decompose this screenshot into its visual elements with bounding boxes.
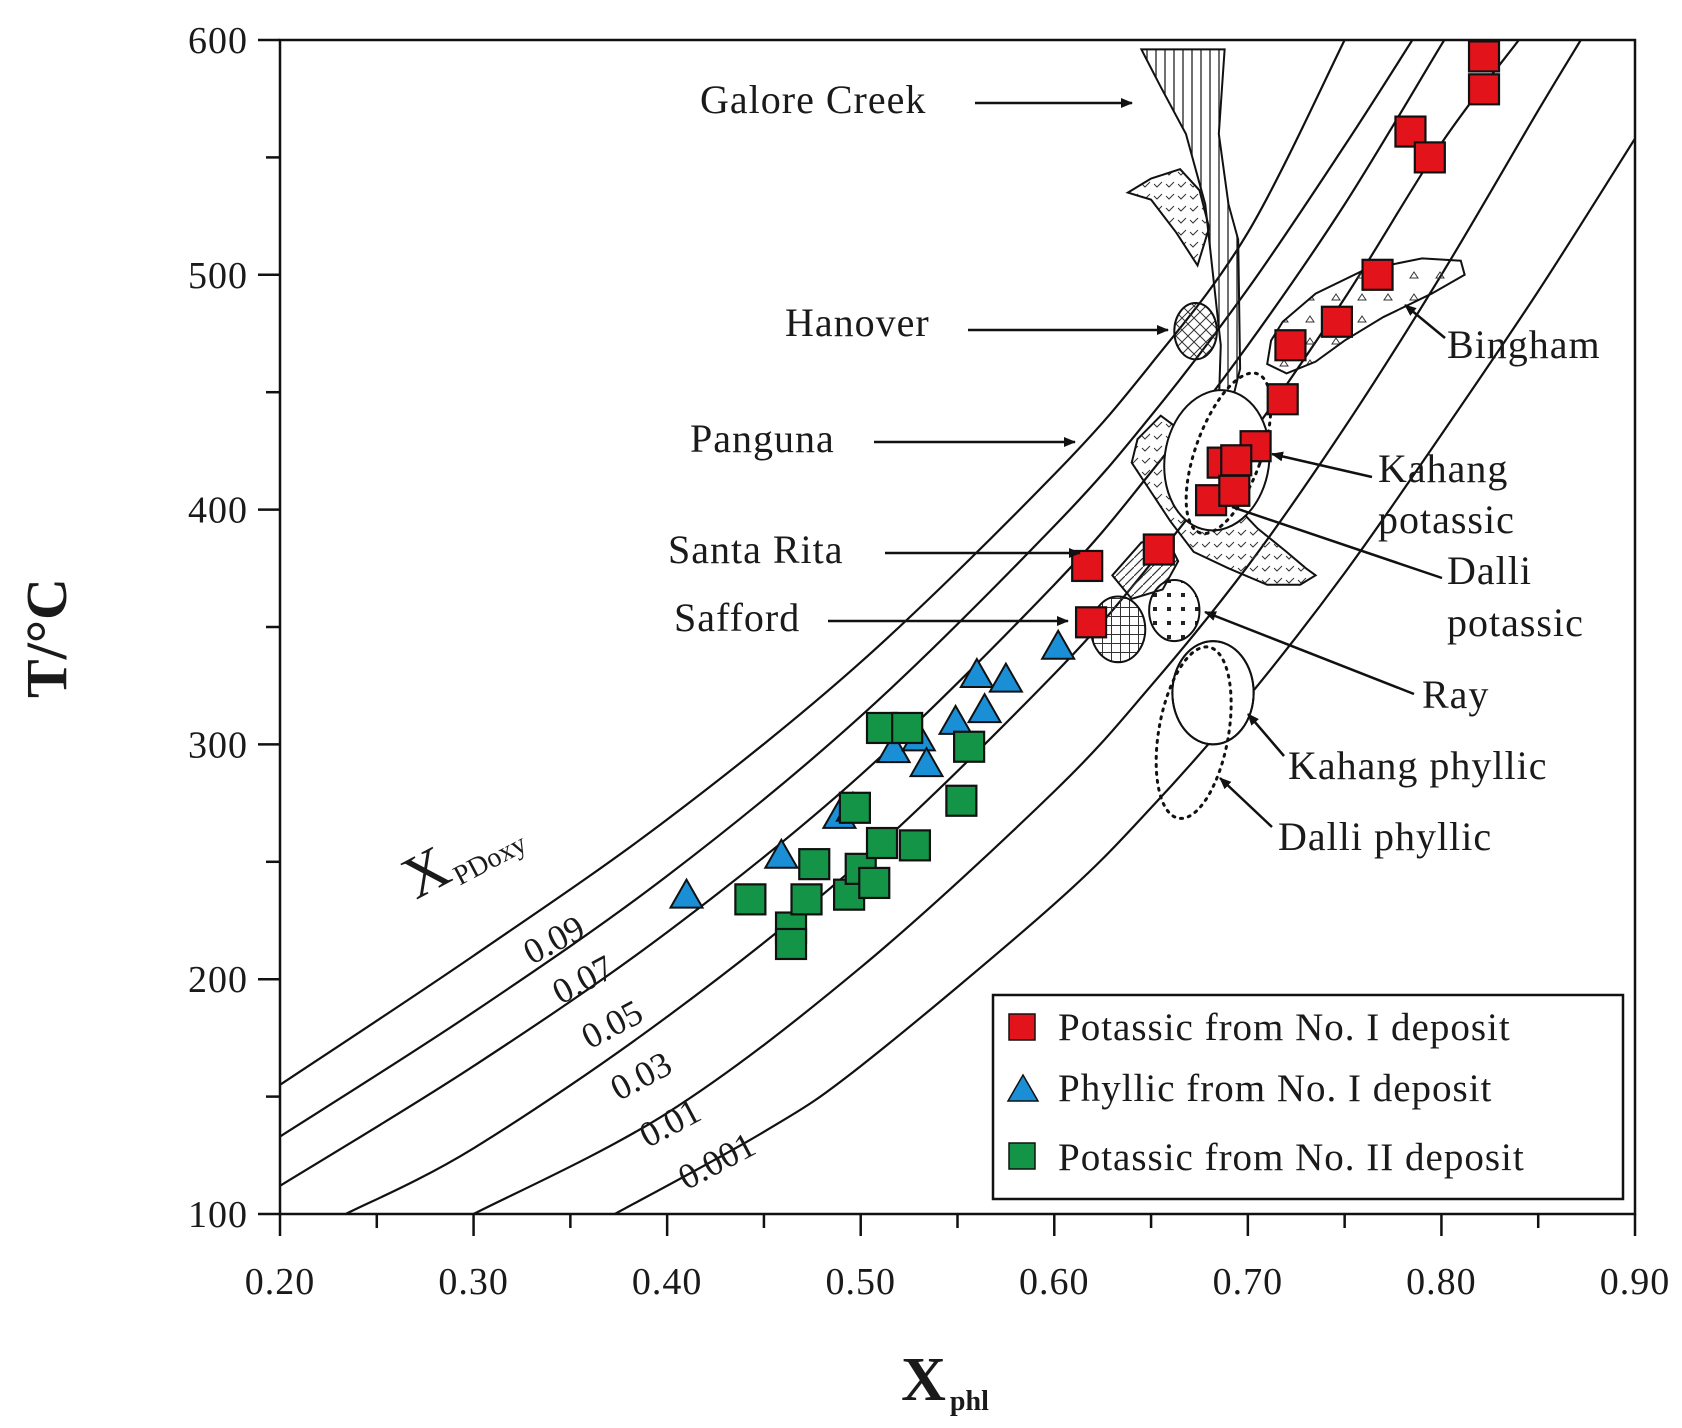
point-series0-10: [1220, 444, 1253, 477]
point-series0-14: [1071, 549, 1104, 583]
point-series1-8: [959, 656, 995, 688]
point-series2-14: [953, 730, 986, 763]
point-series0-1: [1467, 73, 1501, 106]
region-hanover: [1173, 301, 1218, 361]
region-galore-wing: [1125, 167, 1211, 268]
point-series2-11: [891, 711, 924, 745]
point-series0-3: [1413, 141, 1446, 174]
label-safford: Safford: [674, 595, 800, 640]
isopleth-label: 0.03: [604, 1043, 678, 1108]
point-series1-6: [908, 746, 945, 778]
arrow-kahang-phyllic: [1247, 713, 1285, 757]
isopleth-label: 0.01: [633, 1090, 707, 1155]
label-panguna: Panguna: [690, 416, 835, 461]
x-tick-label: 0.80: [1406, 1261, 1477, 1303]
label-kahang-potassic-2: potassic: [1378, 497, 1515, 542]
data-points: [668, 40, 1501, 961]
label-dalli-potassic-2: potassic: [1447, 600, 1584, 645]
label-hanover: Hanover: [785, 300, 930, 345]
isopleth-curve-0.01: [473, 40, 1582, 1214]
point-series2-2: [774, 927, 808, 961]
point-series2-0: [734, 883, 767, 916]
arrow-bingham: [1404, 304, 1446, 339]
x-tick-label: 0.70: [1213, 1261, 1284, 1303]
region-dalli-phyllic: [1154, 645, 1233, 820]
deposit-regions: [1090, 48, 1466, 820]
x-tick-label: 0.60: [1019, 1261, 1090, 1303]
arrow-dalli-phyllic: [1219, 777, 1273, 828]
label-dalli-phyllic: Dalli phyllic: [1278, 814, 1492, 859]
label-ray: Ray: [1422, 672, 1489, 717]
point-series1-10: [988, 661, 1024, 693]
region-kahang-phyllic-outline: [1171, 640, 1255, 746]
axis-ticks: 0.20 0.30 0.40 0.50 0.60 0.70 0.80 0.90 100 200 30…: [188, 20, 1671, 1303]
point-series2-6: [838, 791, 872, 824]
legend-marker-potassic-1: [1008, 1013, 1036, 1041]
legend-box: [991, 993, 1625, 1201]
region-ray: [1148, 579, 1201, 643]
arrow-ray: [1204, 610, 1415, 696]
y-tick-label: 500: [188, 255, 248, 297]
x-tick-label: 0.40: [632, 1261, 703, 1303]
y-tick-label: 200: [188, 959, 248, 1001]
legend-label-potassic-2: Potassic from No. II deposit: [1058, 1136, 1525, 1179]
isopleth-curve-0.07: [280, 40, 1414, 1138]
y-tick-label: 300: [188, 724, 248, 766]
isopleth-curve-0.001: [614, 138, 1635, 1214]
point-series0-5: [1320, 305, 1354, 338]
y-tick-label: 600: [188, 20, 248, 62]
point-series0-12: [1218, 474, 1251, 507]
region-labels: Galore Creek Hanover Panguna Santa Rita …: [668, 77, 1601, 859]
point-series0-13: [1142, 533, 1175, 566]
point-series0-7: [1266, 383, 1299, 416]
legend-label-potassic-1: Potassic from No. I deposit: [1058, 1006, 1511, 1049]
x-tick-label: 0.90: [1600, 1261, 1671, 1303]
y-axis-title: T/°C: [14, 578, 79, 698]
point-series1-1: [763, 837, 800, 869]
region-arrows: [828, 98, 1446, 828]
isopleth-title: XPDoxy: [391, 795, 532, 913]
y-tick-label: 400: [188, 490, 248, 532]
label-bingham: Bingham: [1447, 322, 1601, 367]
point-series2-13: [945, 784, 978, 817]
point-series0-4: [1361, 258, 1394, 291]
isopleth-curve-0.03: [345, 40, 1520, 1214]
x-tick-label: 0.20: [245, 1261, 316, 1303]
legend-label-phyllic-1: Phyllic from No. I deposit: [1058, 1067, 1492, 1110]
point-series2-12: [898, 829, 932, 862]
point-series2-3: [790, 883, 823, 916]
x-tick-label: 0.50: [825, 1261, 896, 1303]
x-tick-label: 0.30: [438, 1261, 509, 1303]
label-kahang-phyllic: Kahang phyllic: [1288, 743, 1548, 788]
point-series1-4: [875, 732, 912, 764]
region-dalli-potassic: [1184, 371, 1273, 535]
point-series2-8: [858, 866, 891, 900]
point-series2-9: [865, 826, 899, 860]
arrow-dalli-potassic: [1231, 505, 1443, 580]
point-series1-7: [937, 703, 974, 735]
point-series1-11: [1040, 628, 1076, 660]
label-kahang-potassic-1: Kahang: [1378, 446, 1508, 491]
isopleth-label: 0.05: [575, 992, 649, 1057]
legend: Potassic from No. I deposit Phyllic from…: [991, 993, 1625, 1201]
y-tick-label: 100: [188, 1194, 248, 1236]
point-series0-0: [1467, 40, 1501, 73]
label-santa-rita: Santa Rita: [668, 527, 844, 572]
label-dalli-potassic-1: Dalli: [1447, 548, 1532, 593]
isopleth-curve-0.05: [280, 40, 1447, 1187]
point-series0-6: [1274, 329, 1307, 362]
point-series2-4: [798, 848, 831, 881]
point-series1-9: [966, 692, 1003, 724]
legend-marker-phyllic-1: [1006, 1073, 1040, 1102]
point-series1-0: [668, 877, 705, 909]
point-series0-15: [1074, 606, 1108, 639]
legend-marker-potassic-2: [1008, 1142, 1036, 1170]
arrow-kahang-potassic: [1271, 451, 1373, 479]
label-galore-creek: Galore Creek: [700, 77, 926, 122]
